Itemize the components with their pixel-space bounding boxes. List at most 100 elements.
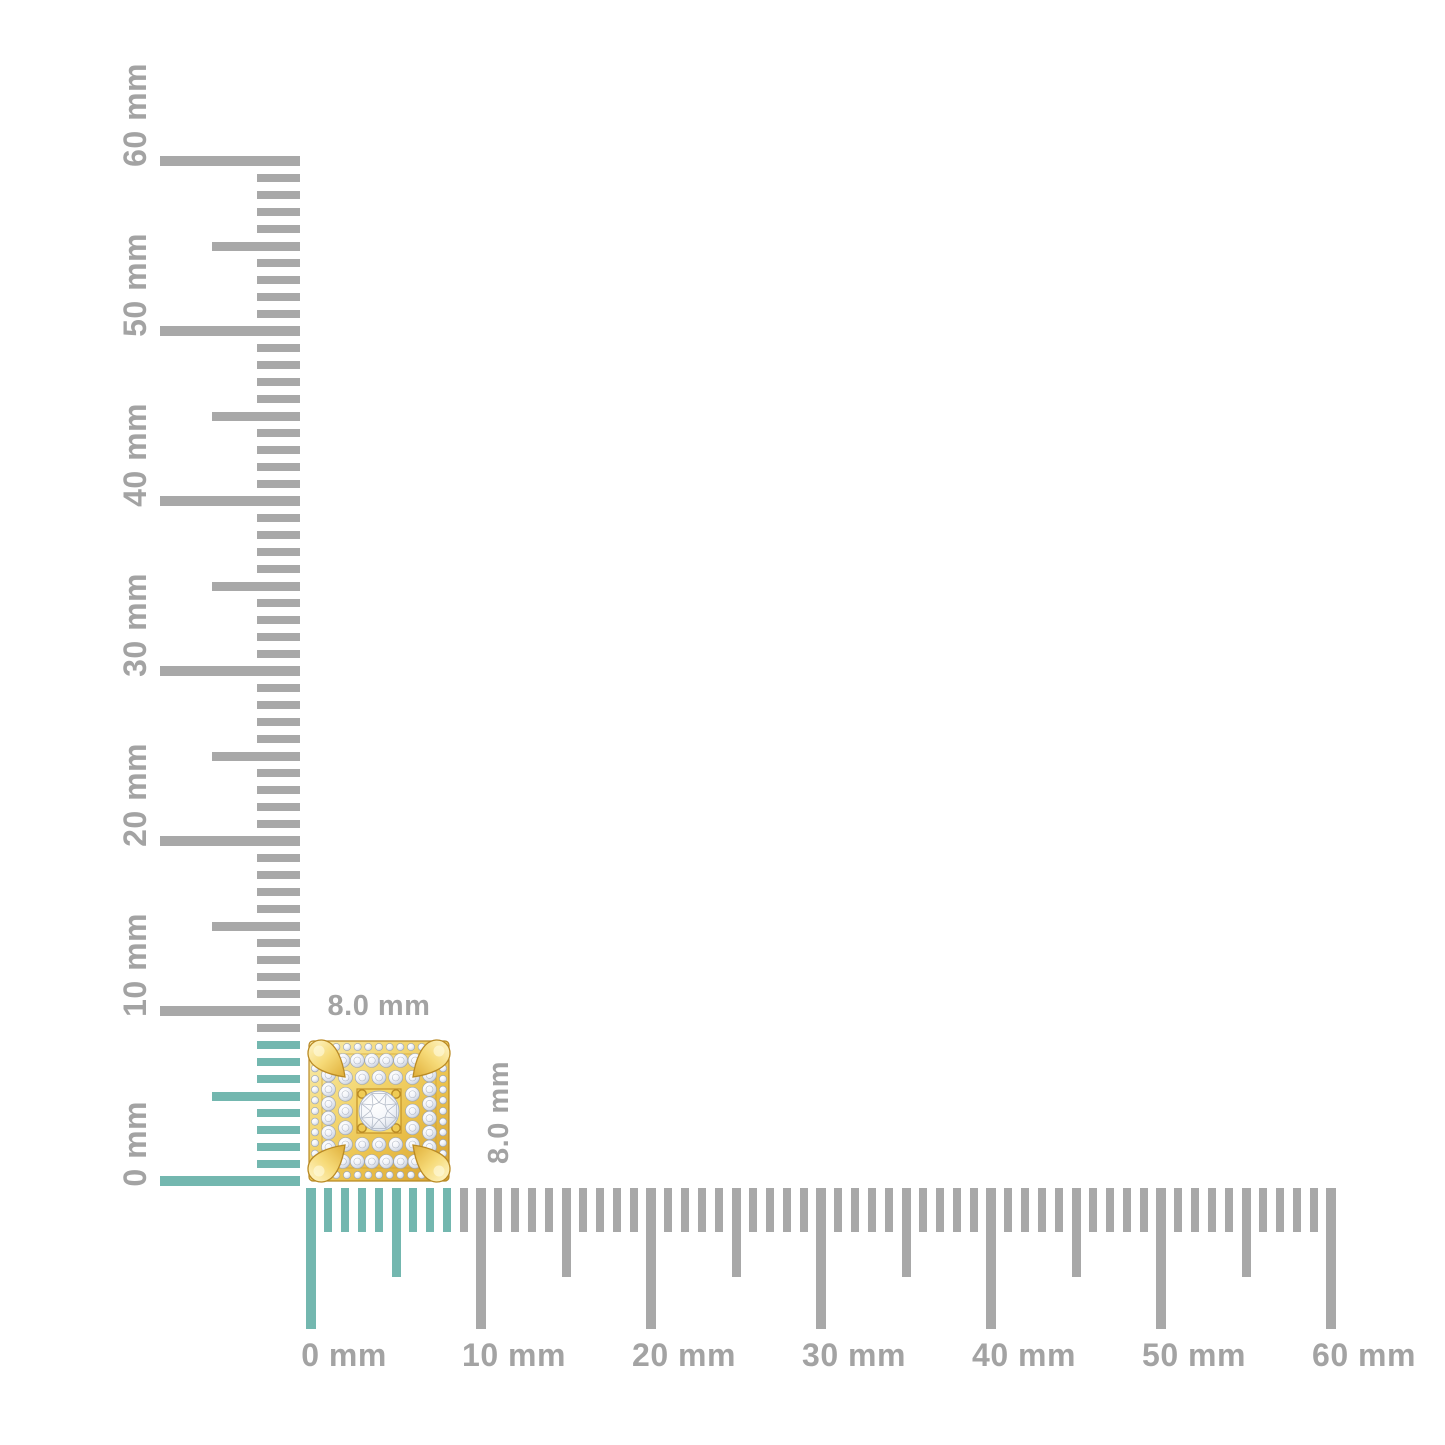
v-tick-37mm: [257, 548, 300, 556]
v-tick-7mm: [257, 1058, 300, 1066]
width-dimension-label: 8.0 mm: [327, 990, 431, 1022]
v-ruler-label-20mm: 20 mm: [117, 743, 153, 847]
v-tick-24mm: [257, 769, 300, 777]
v-tick-16mm: [257, 905, 300, 913]
v-tick-1mm: [257, 1160, 300, 1168]
h-tick-21mm: [664, 1188, 672, 1232]
v-tick-0mm: [160, 1176, 300, 1186]
h-tick-6mm: [409, 1188, 417, 1232]
v-tick-31mm: [257, 650, 300, 658]
h-tick-22mm: [681, 1188, 689, 1232]
h-tick-24mm: [715, 1188, 723, 1232]
h-tick-33mm: [868, 1188, 876, 1232]
h-tick-35mm: [901, 1188, 911, 1277]
h-tick-26mm: [749, 1188, 757, 1232]
v-tick-48mm: [257, 361, 300, 369]
h-tick-32mm: [851, 1188, 859, 1232]
v-tick-4mm: [257, 1109, 300, 1117]
v-tick-23mm: [257, 786, 300, 794]
v-tick-14mm: [257, 939, 300, 947]
h-tick-18mm: [613, 1188, 621, 1232]
v-tick-46mm: [257, 395, 300, 403]
h-tick-8mm: [443, 1188, 451, 1232]
h-ruler-label-20mm: 20 mm: [632, 1337, 736, 1373]
h-ruler-label-50mm: 50 mm: [1142, 1337, 1246, 1373]
h-tick-49mm: [1140, 1188, 1148, 1232]
h-tick-41mm: [1004, 1188, 1012, 1232]
v-tick-27mm: [257, 718, 300, 726]
h-ruler-label-0mm: 0 mm: [301, 1337, 387, 1373]
v-tick-20mm: [160, 836, 300, 846]
product-image: [303, 1035, 453, 1185]
h-tick-25mm: [731, 1188, 741, 1277]
h-tick-23mm: [698, 1188, 706, 1232]
h-tick-43mm: [1038, 1188, 1046, 1232]
v-tick-13mm: [257, 956, 300, 964]
h-tick-1mm: [324, 1188, 332, 1232]
v-tick-38mm: [257, 531, 300, 539]
earring-inner-frame: [321, 1053, 437, 1169]
h-tick-27mm: [766, 1188, 774, 1232]
h-tick-52mm: [1191, 1188, 1199, 1232]
v-ruler-label-10mm: 10 mm: [117, 913, 153, 1017]
h-ruler-label-10mm: 10 mm: [462, 1337, 566, 1373]
v-tick-9mm: [257, 1024, 300, 1032]
v-tick-54mm: [257, 259, 300, 267]
v-tick-53mm: [257, 276, 300, 284]
v-tick-36mm: [257, 565, 300, 573]
h-tick-13mm: [528, 1188, 536, 1232]
h-tick-48mm: [1123, 1188, 1131, 1232]
h-tick-11mm: [494, 1188, 502, 1232]
v-tick-28mm: [257, 701, 300, 709]
h-tick-14mm: [545, 1188, 553, 1232]
h-tick-57mm: [1276, 1188, 1284, 1232]
v-tick-34mm: [257, 599, 300, 607]
h-tick-56mm: [1259, 1188, 1267, 1232]
v-tick-25mm: [212, 751, 300, 761]
h-tick-15mm: [561, 1188, 571, 1277]
v-tick-22mm: [257, 803, 300, 811]
h-tick-42mm: [1021, 1188, 1029, 1232]
v-tick-2mm: [257, 1143, 300, 1151]
h-tick-30mm: [816, 1188, 826, 1329]
gold-square-pave-diamond-stud-earring: [307, 1039, 451, 1183]
h-tick-0mm: [306, 1188, 316, 1329]
v-tick-60mm: [160, 156, 300, 166]
v-tick-52mm: [257, 293, 300, 301]
v-tick-42mm: [257, 463, 300, 471]
v-tick-49mm: [257, 344, 300, 352]
v-ruler-label-60mm: 60 mm: [117, 63, 153, 167]
v-tick-17mm: [257, 888, 300, 896]
v-tick-39mm: [257, 514, 300, 522]
corner-claw-prongs: [307, 1039, 451, 1183]
h-tick-31mm: [834, 1188, 842, 1232]
v-tick-19mm: [257, 854, 300, 862]
h-tick-40mm: [986, 1188, 996, 1329]
h-tick-34mm: [885, 1188, 893, 1232]
v-tick-32mm: [257, 633, 300, 641]
h-tick-37mm: [936, 1188, 944, 1232]
h-tick-29mm: [800, 1188, 808, 1232]
v-tick-40mm: [160, 496, 300, 506]
h-tick-53mm: [1208, 1188, 1216, 1232]
v-tick-55mm: [212, 241, 300, 251]
v-tick-33mm: [257, 616, 300, 624]
h-tick-55mm: [1241, 1188, 1251, 1277]
center-diamond: [358, 1090, 400, 1132]
v-ruler-label-0mm: 0 mm: [117, 1101, 153, 1187]
v-tick-56mm: [257, 225, 300, 233]
h-tick-5mm: [391, 1188, 401, 1277]
v-ruler-label-50mm: 50 mm: [117, 233, 153, 337]
h-ruler-label-40mm: 40 mm: [972, 1337, 1076, 1373]
h-tick-38mm: [953, 1188, 961, 1232]
h-tick-17mm: [596, 1188, 604, 1232]
h-tick-4mm: [375, 1188, 383, 1232]
v-tick-43mm: [257, 446, 300, 454]
v-tick-6mm: [257, 1075, 300, 1083]
v-tick-30mm: [160, 666, 300, 676]
v-tick-8mm: [257, 1041, 300, 1049]
center-diamond-facets: [361, 1093, 397, 1129]
h-tick-60mm: [1326, 1188, 1336, 1329]
